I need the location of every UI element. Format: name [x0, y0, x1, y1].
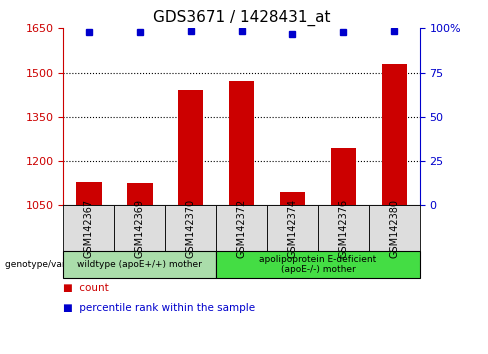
- Text: genotype/variation ▶: genotype/variation ▶: [5, 260, 101, 269]
- Bar: [76, 182, 102, 205]
- Bar: [331, 148, 356, 205]
- Text: ■  percentile rank within the sample: ■ percentile rank within the sample: [63, 303, 256, 313]
- Bar: [382, 64, 407, 205]
- Text: GSM142376: GSM142376: [338, 199, 348, 258]
- Bar: [229, 81, 254, 205]
- Text: wildtype (apoE+/+) mother: wildtype (apoE+/+) mother: [77, 260, 202, 269]
- Text: GSM142369: GSM142369: [135, 199, 145, 258]
- Text: GSM142367: GSM142367: [84, 199, 94, 258]
- Bar: [178, 90, 203, 205]
- Text: GSM142380: GSM142380: [389, 199, 399, 258]
- Bar: [280, 192, 305, 205]
- Text: ■  count: ■ count: [63, 283, 109, 293]
- Title: GDS3671 / 1428431_at: GDS3671 / 1428431_at: [153, 9, 330, 25]
- Bar: [127, 183, 152, 205]
- Text: apolipoprotein E-deficient
(apoE-/-) mother: apolipoprotein E-deficient (apoE-/-) mot…: [259, 255, 377, 274]
- Text: GSM142374: GSM142374: [287, 199, 298, 258]
- Text: GSM142372: GSM142372: [237, 199, 246, 258]
- Text: GSM142370: GSM142370: [185, 199, 196, 258]
